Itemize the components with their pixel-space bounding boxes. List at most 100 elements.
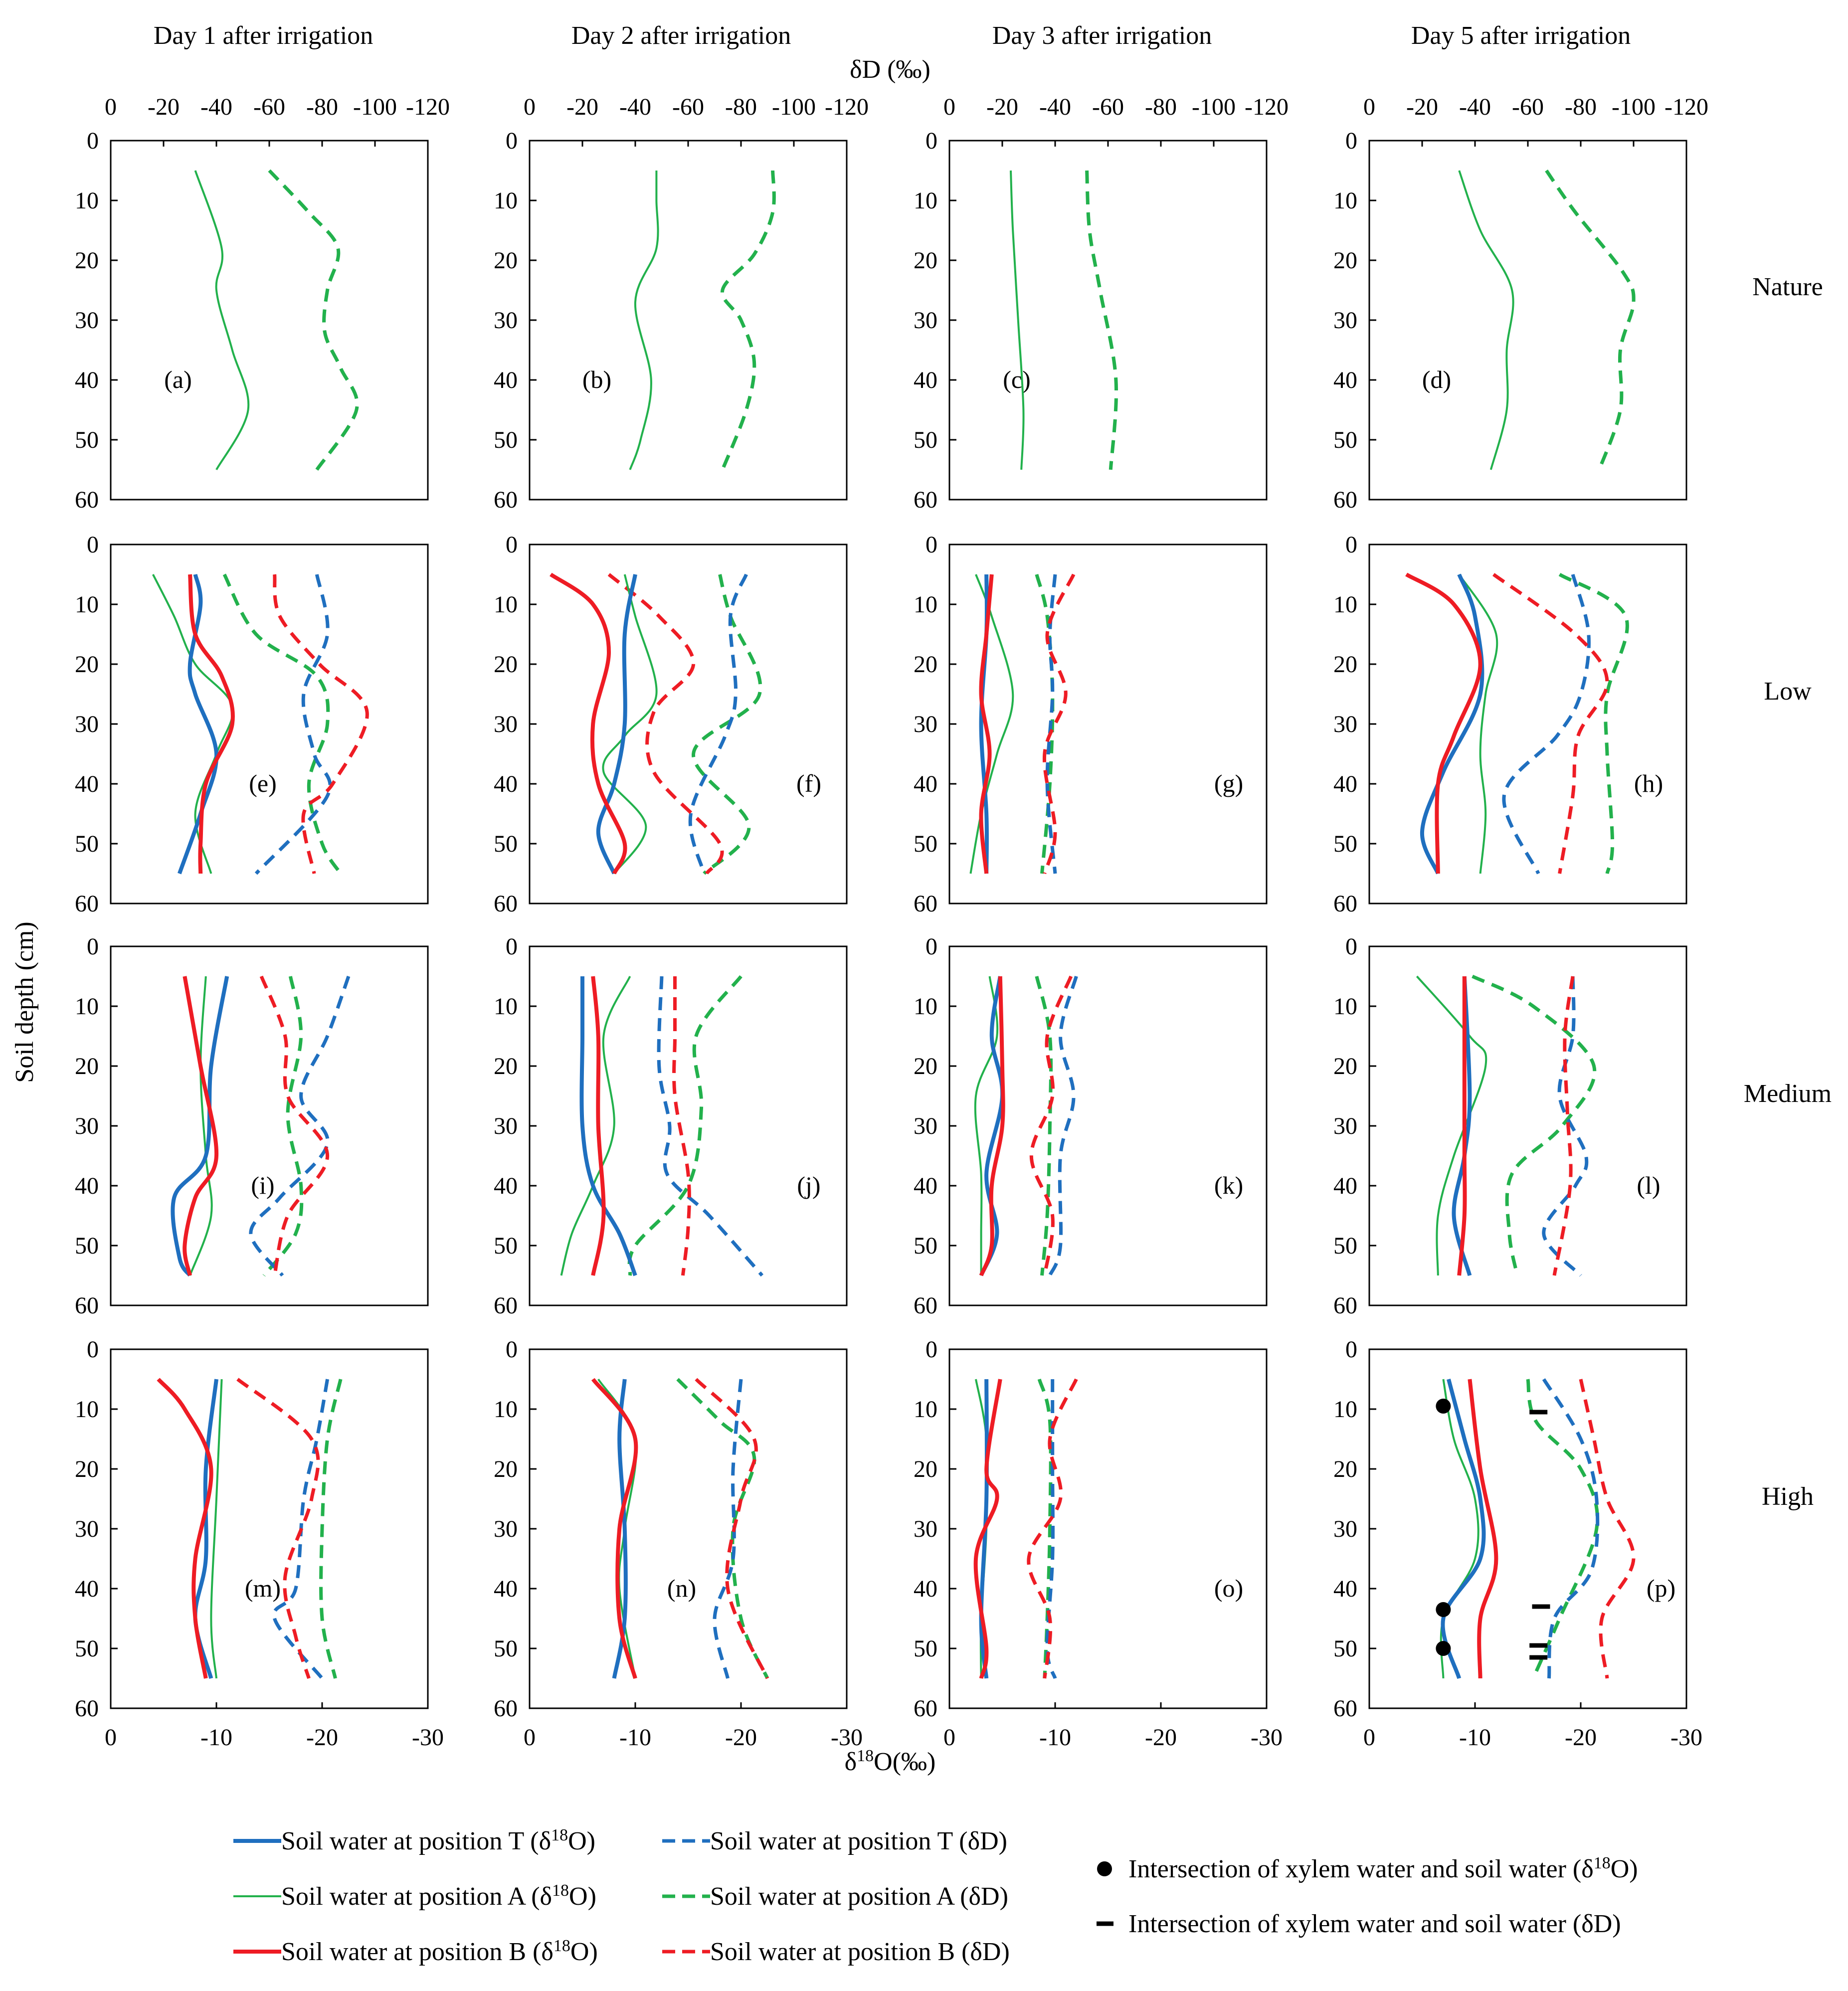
depth-tick-label: 40 — [494, 771, 518, 797]
legend-label: Soil water at position T (δ18O) — [281, 1826, 595, 1856]
dD-tick-label: -20 — [1406, 94, 1438, 120]
depth-tick-label: 20 — [75, 247, 99, 274]
depth-tick-label: 10 — [75, 591, 99, 618]
depth-tick-label: 30 — [914, 1516, 937, 1542]
legend: Soil water at position T (δ18O) Soil wate… — [233, 1826, 1638, 1966]
depth-tick-label: 20 — [914, 651, 937, 678]
depth-tick-label: 60 — [1333, 891, 1357, 917]
dD-tick-label: -120 — [406, 94, 450, 120]
depth-tick-label: 60 — [75, 487, 99, 513]
depth-tick-label: 50 — [494, 1635, 518, 1662]
depth-tick-label: 60 — [1333, 1695, 1357, 1722]
depth-tick-label: 10 — [494, 187, 518, 214]
depth-tick-label: 40 — [1333, 1576, 1357, 1602]
series-line-B_D — [259, 975, 330, 1276]
series-line-A_D — [222, 573, 343, 875]
panel-frame — [1368, 945, 1687, 1306]
series-line-B_D — [695, 1378, 769, 1679]
panel-frame — [529, 140, 848, 501]
panel-label: (o) — [1214, 1574, 1243, 1602]
series-line-B_O — [591, 976, 606, 1276]
depth-tick-label: 0 — [87, 1336, 99, 1363]
depth-tick-label: 0 — [1345, 1336, 1357, 1363]
series-line-T_D — [1542, 1378, 1600, 1679]
row-title-high: High — [1762, 1482, 1814, 1511]
panel-frame — [110, 1348, 429, 1709]
legend-item-B_D: Soil water at position B (δD) — [662, 1938, 1010, 1966]
series-line-B_D — [273, 574, 369, 874]
series-line-A_D — [1558, 572, 1629, 874]
series-line-A_D — [1545, 170, 1636, 471]
series-line-A_D — [721, 170, 776, 471]
column-title-day-5: Day 5 after irrigation — [1411, 21, 1631, 50]
series-line-T_D — [657, 976, 764, 1277]
bottom-axis-label: δ18O(‰) — [845, 1747, 936, 1777]
series-line-T_D — [713, 1379, 743, 1679]
depth-tick-label: 60 — [494, 1292, 518, 1319]
series-line-T_O — [171, 976, 229, 1277]
series-line-T_O — [1420, 573, 1484, 875]
depth-tick-label: 20 — [1333, 1053, 1357, 1080]
series-line-B_D — [1552, 976, 1575, 1276]
panel-label: (i) — [251, 1171, 274, 1199]
series-line-B_D — [1492, 573, 1609, 874]
panel-label: (n) — [667, 1574, 696, 1602]
dD-tick-label: -20 — [148, 94, 180, 120]
d18O-tick-label: 0 — [1363, 1724, 1375, 1751]
panel-b: 0 10 20 30 40 50 60 0 -20 -40 -60 -80 -100 -120 (b) — [494, 94, 869, 513]
series-line-A_O — [194, 170, 250, 470]
depth-tick-label: 30 — [494, 711, 518, 737]
dD-tick-label: -120 — [1245, 94, 1289, 120]
series-line-A_O — [602, 574, 658, 875]
panel-f: 0 10 20 30 40 50 60 (f) — [494, 532, 848, 917]
depth-tick-label: 20 — [914, 1456, 937, 1482]
dD-tick-label: -20 — [986, 94, 1018, 120]
dD-tick-label: -20 — [566, 94, 598, 120]
d18O-tick-label: -30 — [1670, 1724, 1702, 1751]
panel-j: 0 10 20 30 40 50 60 (j) — [494, 933, 848, 1319]
legend-item-dash: Intersection of xylem water and soil wat… — [1097, 1910, 1621, 1938]
panel-a: 0 10 20 30 40 50 60 0 -20 -40 -60 -80 -100 -120 (a) — [75, 94, 450, 513]
legend-label: Soil water at position T (δD) — [710, 1827, 1007, 1855]
depth-tick-label: 10 — [914, 1396, 937, 1423]
depth-tick-label: 10 — [914, 591, 937, 618]
depth-tick-label: 20 — [1333, 1456, 1357, 1482]
depth-tick-label: 60 — [494, 891, 518, 917]
dD-tick-label: -40 — [619, 94, 651, 120]
legend-item-dot: Intersection of xylem water and soil wat… — [1097, 1854, 1638, 1883]
depth-tick-label: 60 — [1333, 1292, 1357, 1319]
legend-item-T_D: Soil water at position T (δD) — [662, 1827, 1007, 1855]
depth-tick-label: 60 — [914, 1292, 937, 1319]
dD-tick-label: -60 — [253, 94, 285, 120]
depth-tick-label: 20 — [75, 1456, 99, 1482]
depth-tick-label: 30 — [75, 711, 99, 737]
series-line-B_D — [1042, 573, 1076, 874]
depth-tick-label: 0 — [87, 128, 99, 154]
top-axis-label: δD (‰) — [850, 55, 930, 84]
series-line-A_O — [1416, 975, 1487, 1276]
panel-c: 0 10 20 30 40 50 60 0 -20 -40 -60 -80 -100 -120 (c) — [914, 94, 1289, 513]
depth-tick-label: 60 — [914, 891, 937, 917]
series-line-B_O — [973, 1379, 1002, 1679]
panel-frame — [1368, 1348, 1687, 1709]
column-title-day-3: Day 3 after irrigation — [992, 21, 1212, 50]
legend-label: Soil water at position B (δD) — [710, 1938, 1010, 1966]
depth-tick-label: 20 — [75, 1053, 99, 1080]
depth-tick-label: 0 — [87, 933, 99, 960]
series-line-B_O — [1468, 1379, 1498, 1679]
d18O-tick-label: 0 — [105, 1724, 117, 1751]
series-line-T_D — [1048, 976, 1078, 1276]
depth-tick-label: 10 — [75, 1396, 99, 1423]
d18O-tick-label: -10 — [1459, 1724, 1491, 1751]
depth-tick-label: 20 — [494, 1456, 518, 1482]
dD-tick-label: -80 — [306, 94, 338, 120]
depth-tick-label: 30 — [1333, 307, 1357, 334]
panel-label: (m) — [245, 1574, 281, 1602]
panel-h: 0 10 20 30 40 50 60 (h) — [1333, 532, 1687, 917]
panel-label: (h) — [1634, 769, 1663, 797]
depth-tick-label: 50 — [75, 1233, 99, 1259]
series-line-B_O — [979, 976, 1005, 1276]
depth-tick-label: 0 — [925, 1336, 937, 1363]
